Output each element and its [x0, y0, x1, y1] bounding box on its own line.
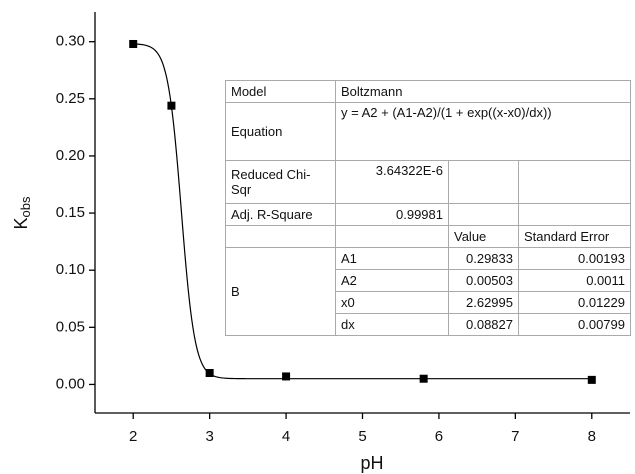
cell: 0.00193 [518, 247, 631, 270]
x-tick-label: 4 [282, 428, 290, 445]
cell: A1 [335, 247, 449, 270]
cell: 0.00799 [518, 313, 631, 336]
cell: B [225, 247, 336, 336]
y-label-sub: obs [18, 196, 33, 217]
data-point [129, 39, 138, 48]
y-tick-label: 0.10 [56, 261, 85, 278]
y-tick-label: 0.30 [56, 33, 85, 50]
y-label-main: K [11, 217, 31, 229]
data-point [205, 369, 214, 378]
fit-table: Model Boltzmann Equation y = A2 + (A1-A2)/… [225, 80, 631, 336]
cell: Reduced Chi-Sqr [225, 160, 336, 204]
cell: 0.29833 [448, 247, 519, 270]
cell: Model [225, 80, 336, 103]
cell: Boltzmann [335, 80, 631, 103]
y-tick-label: 0.00 [56, 375, 85, 392]
cell: 0.99981 [335, 203, 449, 226]
y-tick-label: 0.20 [56, 147, 85, 164]
y-axis-label: Kobs [11, 196, 34, 229]
x-tick-label: 5 [358, 428, 366, 445]
cell: dx [335, 313, 449, 336]
cell: Standard Error [518, 225, 631, 248]
y-tick-label: 0.25 [56, 90, 85, 107]
data-point [419, 374, 428, 383]
cell: 0.0011 [518, 269, 631, 292]
data-point [167, 101, 176, 110]
cell: Value [448, 225, 519, 248]
cell: A2 [335, 269, 449, 292]
cell: 3.64322E-6 [335, 160, 449, 204]
cell: 0.01229 [518, 291, 631, 314]
data-point [282, 372, 291, 381]
x-axis-label: pH [360, 453, 383, 473]
data-point [587, 375, 596, 384]
cell: 2.62995 [448, 291, 519, 314]
cell: Adj. R-Square [225, 203, 336, 226]
cell: y = A2 + (A1-A2)/(1 + exp((x-x0)/dx)) [335, 102, 631, 161]
cell: 0.08827 [448, 313, 519, 336]
y-tick-label: 0.15 [56, 204, 85, 221]
x-tick-label: 7 [511, 428, 519, 445]
cell: 0.00503 [448, 269, 519, 292]
x-tick-label: 2 [129, 428, 137, 445]
cell: Equation [225, 102, 336, 161]
x-tick-label: 8 [588, 428, 596, 445]
cell: x0 [335, 291, 449, 314]
x-tick-label: 6 [435, 428, 443, 445]
y-tick-label: 0.05 [56, 318, 85, 335]
x-tick-label: 3 [205, 428, 213, 445]
